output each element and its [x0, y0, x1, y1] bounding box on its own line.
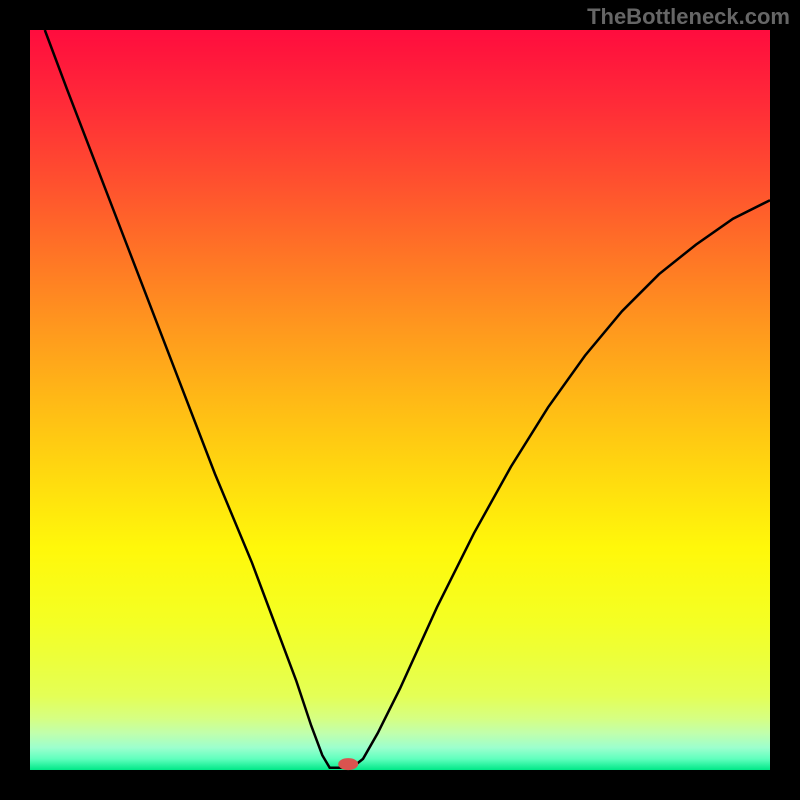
bottleneck-chart	[0, 0, 800, 800]
plot-background	[30, 30, 770, 770]
optimum-marker	[338, 758, 358, 770]
watermark-text: TheBottleneck.com	[587, 4, 790, 30]
chart-container: TheBottleneck.com	[0, 0, 800, 800]
